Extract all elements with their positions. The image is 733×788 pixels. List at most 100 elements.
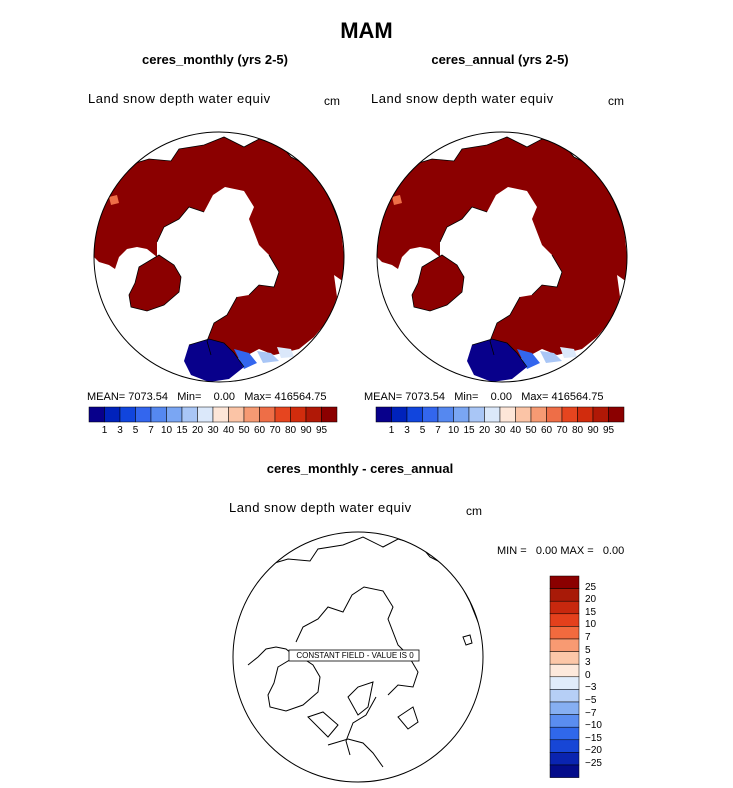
colorbar-box (549, 588, 580, 602)
colorbar-box (468, 406, 485, 423)
colorbar-tick-label: −25 (585, 758, 602, 769)
colorbar-tick-label: 30 (494, 425, 506, 436)
colorbar-tick-label: 20 (191, 425, 204, 436)
panel1-map (94, 132, 344, 382)
panel1-colorbar (88, 406, 338, 423)
panel2-stats: MEAN= 7073.54 Min= 0.00 Max= 416564.75 (364, 391, 603, 403)
panel2-subtitle: ceres_annual (yrs 2-5) (431, 52, 569, 67)
colorbar-tick-label: −3 (585, 682, 597, 694)
colorbar-tick-label: −20 (585, 745, 602, 757)
panel2-map-border (376, 131, 628, 383)
colorbar-tick-label: −15 (585, 732, 602, 744)
panel2-max-value: 416564.75 (551, 391, 604, 403)
colorbar-tick-label: 70 (269, 425, 281, 436)
diff-max-label: MAX = (560, 545, 594, 557)
diff-stats: MIN = 0.00 MAX = 0.00 (497, 545, 624, 557)
colorbar-tick-label: 80 (571, 425, 584, 436)
colorbar-box (549, 638, 580, 652)
diff-units: cm (466, 504, 482, 518)
colorbar-tick-label: 3 (404, 425, 410, 436)
colorbar-tick-label: 10 (160, 425, 173, 436)
colorbar-box (549, 613, 580, 627)
colorbar-box (549, 726, 580, 741)
colorbar-box (391, 406, 408, 423)
panel2-min-label: Min= (454, 391, 479, 403)
colorbar-box (422, 406, 439, 423)
panel2-min-value: 0.00 (490, 391, 513, 403)
diff-min-label: MIN = (497, 545, 527, 557)
colorbar-box (453, 406, 470, 423)
colorbar-box (88, 406, 105, 423)
colorbar-box (549, 714, 580, 728)
diff-colorbar (549, 575, 580, 778)
colorbar-tick-label: 3 (585, 657, 591, 669)
colorbar-box (549, 764, 580, 778)
colorbar-box (305, 406, 322, 423)
colorbar-tick-label: 90 (300, 425, 312, 436)
colorbar-box (549, 739, 580, 753)
diff-map-border (232, 531, 484, 783)
colorbar-box (243, 406, 260, 423)
panel1-max-value: 416564.75 (274, 391, 327, 403)
colorbar-tick-label: 5 (419, 425, 426, 436)
colorbar-box (499, 406, 516, 423)
colorbar-tick-label: 70 (556, 425, 568, 436)
panel1-min-value: 0.00 (213, 391, 236, 403)
colorbar-box (375, 406, 392, 423)
colorbar-tick-label: 80 (284, 425, 297, 436)
colorbar-box (549, 701, 580, 715)
colorbar-box (484, 406, 501, 423)
panel2-units: cm (608, 94, 624, 108)
colorbar-tick-label: 95 (315, 425, 328, 436)
colorbar-box (181, 406, 198, 423)
colorbar-tick-label: 50 (238, 425, 250, 436)
colorbar-tick-label: 5 (132, 425, 139, 436)
colorbar-box (549, 651, 580, 665)
colorbar-box (592, 406, 609, 423)
colorbar-box (549, 689, 580, 703)
colorbar-box (549, 600, 580, 615)
colorbar-box (135, 406, 152, 423)
colorbar-box (290, 406, 307, 423)
colorbar-box (104, 406, 121, 423)
colorbar-tick-label: 7 (435, 425, 441, 436)
panel2-max-label: Max= (521, 391, 549, 403)
panel1-map-border (93, 131, 345, 383)
colorbar-box (212, 406, 229, 423)
panel2-colorbar (375, 406, 625, 423)
panel2-mean-value: 7073.54 (405, 391, 446, 403)
panel1-stats: MEAN= 7073.54 Min= 0.00 Max= 416564.75 (87, 391, 326, 403)
colorbar-box (608, 406, 625, 423)
colorbar-tick-label: 15 (176, 425, 188, 436)
diff-max-value: 0.00 (602, 545, 625, 557)
colorbar-box (274, 406, 291, 423)
constant-field-note: CONSTANT FIELD - VALUE IS 0 (296, 651, 414, 660)
panel1-mean-label: MEAN= (87, 391, 126, 403)
panel1-variable: Land snow depth water equiv (88, 91, 271, 106)
colorbar-tick-label: 40 (222, 425, 235, 436)
constant-field-box (288, 649, 420, 662)
colorbar-tick-label: 15 (463, 425, 475, 436)
colorbar-tick-label: 20 (585, 594, 597, 606)
colorbar-box (150, 406, 167, 423)
panel1-min-label: Min= (177, 391, 202, 403)
colorbar-box (437, 406, 454, 423)
colorbar-box (549, 575, 580, 589)
colorbar-tick-label: 7 (148, 425, 154, 436)
colorbar-tick-label: 15 (585, 606, 597, 618)
panel1-units: cm (324, 94, 340, 108)
colorbar-box (228, 406, 245, 423)
colorbar-box (549, 663, 580, 678)
colorbar-tick-label: 60 (253, 425, 266, 436)
colorbar-box (321, 406, 338, 423)
colorbar-box (259, 406, 276, 423)
colorbar-box (197, 406, 214, 423)
panel1-max-label: Max= (244, 391, 272, 403)
panel2-mean-label: MEAN= (364, 391, 403, 403)
colorbar-tick-label: 5 (585, 644, 591, 656)
colorbar-tick-label: −7 (585, 707, 597, 719)
diff-variable: Land snow depth water equiv (229, 500, 412, 515)
colorbar-tick-label: 40 (509, 425, 522, 436)
colorbar-tick-label: 25 (585, 581, 597, 593)
colorbar-tick-label: 1 (388, 425, 395, 436)
